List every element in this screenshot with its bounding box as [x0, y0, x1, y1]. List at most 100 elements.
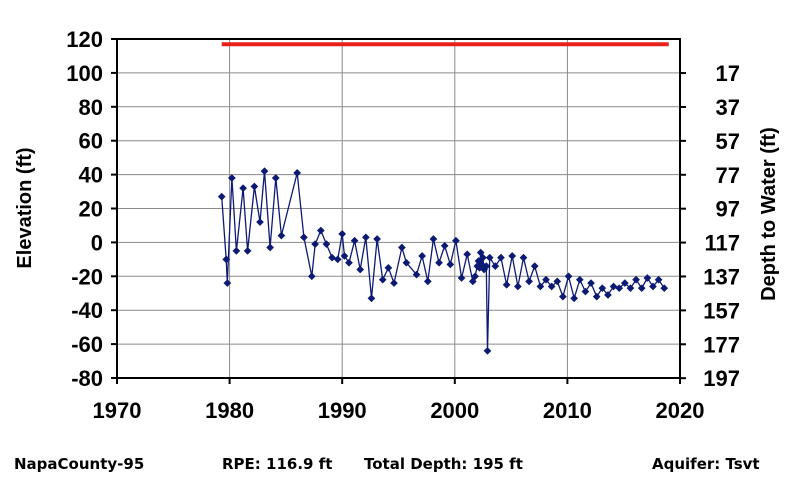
data-point	[243, 246, 252, 255]
data-point	[277, 231, 286, 240]
data-point	[446, 260, 455, 269]
data-point	[451, 236, 460, 245]
y-right-tick-label: 177	[703, 332, 740, 357]
data-point	[525, 277, 534, 286]
data-point	[598, 284, 607, 293]
data-point	[232, 246, 241, 255]
y-right-tick-label: 157	[703, 298, 740, 323]
data-point	[530, 262, 539, 271]
data-point	[299, 233, 308, 242]
data-point	[491, 262, 500, 271]
data-point	[609, 282, 618, 291]
y-right-tick-label: 97	[716, 197, 740, 222]
data-point	[620, 279, 629, 288]
axis-ticks: 1970 1980 1990 2000 2010 2020 120 100 80 60 40 20 0 -…	[66, 27, 740, 423]
data-point	[463, 250, 472, 259]
series-markers	[217, 167, 669, 355]
data-point	[217, 192, 226, 201]
data-point	[256, 218, 264, 227]
data-point	[328, 253, 337, 262]
data-point	[260, 167, 269, 176]
data-point	[350, 236, 359, 245]
data-point	[250, 182, 259, 191]
data-point	[626, 284, 635, 293]
y-left-tick-label: 60	[79, 129, 103, 154]
y-left-tick-label: 120	[66, 27, 103, 52]
data-point	[564, 272, 573, 281]
data-point	[227, 174, 236, 182]
y-right-tick-label: 77	[716, 163, 740, 188]
data-point	[378, 275, 387, 284]
data-point	[322, 240, 331, 249]
y-right-tick-label: 197	[703, 366, 740, 391]
data-point	[570, 294, 579, 303]
data-point	[338, 229, 347, 238]
data-point	[536, 282, 545, 291]
y-right-tick-label: 37	[716, 95, 740, 120]
total-depth-label: Total Depth: 195 ft	[364, 455, 523, 473]
gridlines	[117, 39, 680, 378]
data-point	[367, 294, 376, 303]
data-point	[440, 241, 449, 250]
data-point	[333, 255, 342, 264]
series-line	[221, 171, 665, 351]
data-point	[654, 275, 663, 284]
y-axis-right-title: Depth to Water (ft)	[758, 127, 780, 301]
data-point	[485, 253, 494, 262]
data-point	[457, 274, 466, 282]
data-point	[508, 252, 517, 260]
y-left-tick-label: 20	[79, 197, 103, 222]
x-tick-label: 2000	[430, 398, 479, 423]
x-tick-label: 1970	[93, 398, 142, 423]
data-point	[553, 277, 562, 286]
data-point	[316, 226, 325, 235]
y-axis-left-title: Elevation (ft)	[14, 147, 36, 268]
data-point	[519, 253, 528, 262]
data-point	[402, 258, 411, 267]
y-right-tick-label: 117	[705, 231, 741, 256]
data-point	[373, 235, 382, 243]
data-point	[592, 292, 601, 301]
data-point	[223, 279, 232, 288]
data-point	[266, 243, 275, 252]
well-id-label: NapaCounty-95	[14, 455, 145, 473]
data-point	[615, 284, 624, 293]
data-point	[547, 282, 556, 291]
y-left-tick-label: 40	[79, 163, 103, 188]
data-point	[637, 284, 646, 293]
x-tick-label: 1990	[318, 398, 367, 423]
data-point	[397, 243, 406, 252]
data-point	[468, 277, 477, 286]
data-point	[482, 262, 491, 271]
y-left-tick-label: 80	[79, 95, 103, 120]
data-point	[542, 275, 550, 284]
data-point	[483, 346, 492, 355]
data-point	[311, 240, 320, 249]
y-left-tick-label: -60	[71, 332, 103, 357]
data-point	[307, 272, 316, 281]
data-point	[603, 290, 612, 299]
data-point	[513, 282, 522, 291]
data-point	[293, 168, 302, 177]
data-point	[471, 272, 480, 281]
data-point	[239, 184, 248, 193]
data-point	[222, 255, 231, 264]
data-point	[497, 253, 505, 262]
data-point	[558, 292, 567, 301]
data-point	[649, 282, 657, 291]
aquifer-label: Aquifer: Tsvt	[652, 455, 760, 473]
data-point	[660, 284, 669, 293]
data-point	[575, 275, 584, 284]
data-point	[390, 279, 398, 288]
data-point	[340, 252, 349, 260]
y-right-tick-label: 57	[716, 129, 740, 154]
x-tick-label: 2020	[656, 398, 705, 423]
data-point	[581, 287, 590, 296]
rpe-label: RPE: 116.9 ft	[222, 455, 333, 473]
y-right-tick-label: 17	[716, 61, 740, 86]
data-point	[412, 270, 421, 279]
data-point	[418, 252, 427, 260]
data-point	[587, 279, 595, 288]
data-point	[384, 263, 393, 272]
